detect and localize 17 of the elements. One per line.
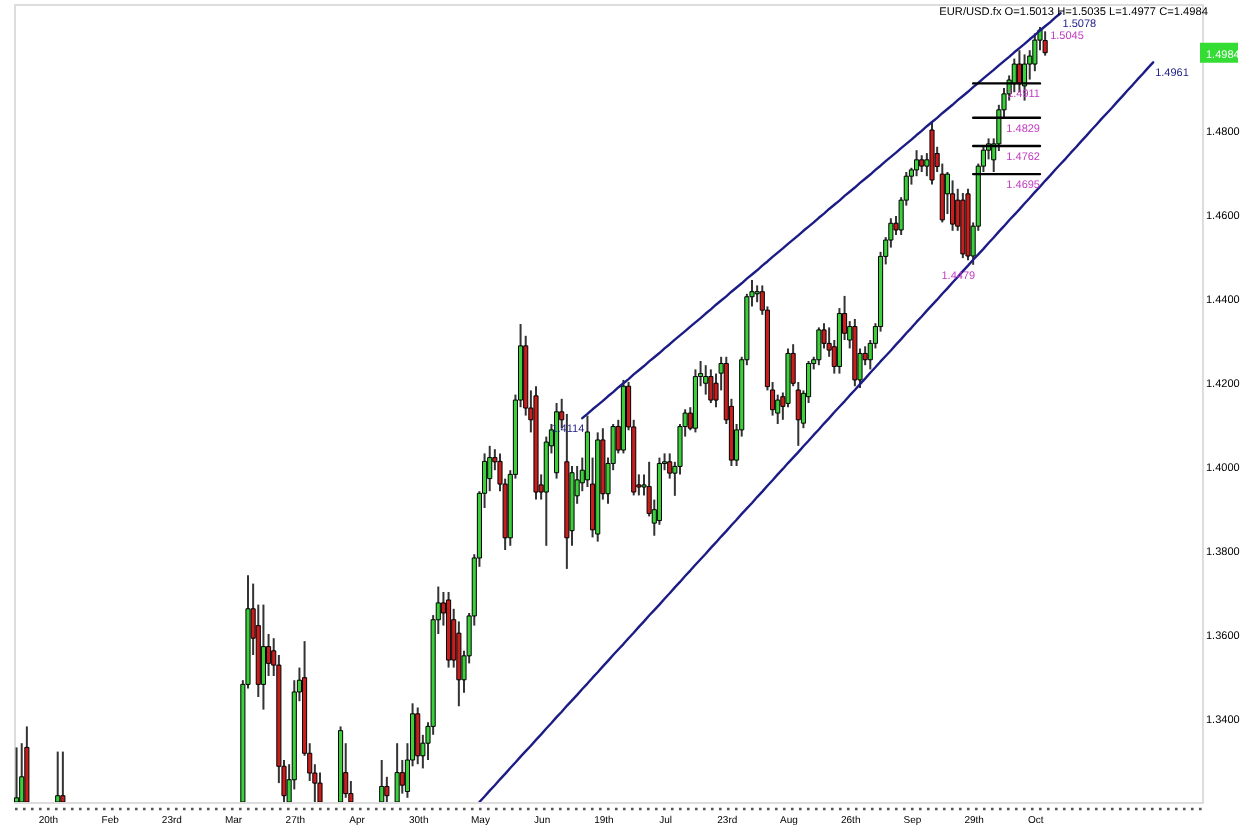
candlestick: [14, 746, 20, 802]
candlestick: [55, 750, 61, 802]
candlestick: [1042, 30, 1048, 57]
line-series: [478, 61, 1155, 802]
candlestick: [317, 771, 323, 802]
candlestick: [394, 742, 400, 802]
candlestick: [60, 750, 66, 802]
candlestick: [703, 364, 709, 396]
candlestick: [415, 706, 421, 766]
candlestick: [816, 326, 822, 367]
candlestick: [950, 179, 956, 232]
candlestick: [1032, 32, 1038, 73]
candlestick: [266, 633, 272, 677]
candlestick: [379, 759, 385, 802]
candlestick: [260, 603, 266, 711]
candlestick: [914, 149, 920, 178]
candlestick: [708, 368, 714, 404]
